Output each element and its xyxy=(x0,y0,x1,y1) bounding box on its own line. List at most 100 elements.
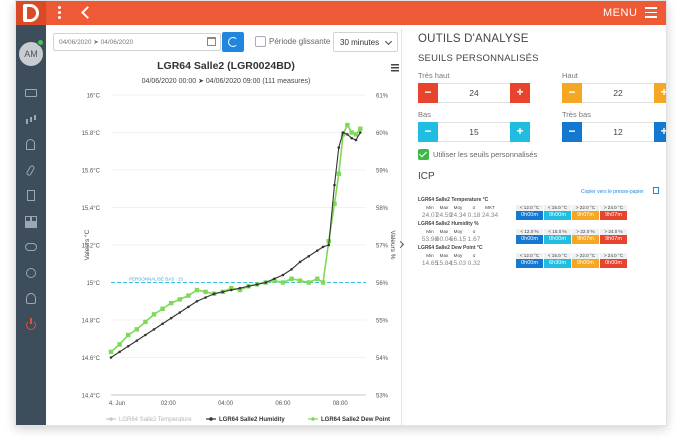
y-tick-label: 15.6°C xyxy=(82,169,101,175)
dew-point-marker xyxy=(280,280,286,285)
humidity-marker xyxy=(341,131,345,134)
humidity-marker xyxy=(212,292,216,296)
copy-to-clipboard-link[interactable]: Copier vers le presse-papier xyxy=(581,189,644,195)
refresh-button[interactable] xyxy=(222,32,244,52)
icp-band-header: < 12.0 °C xyxy=(516,253,543,259)
more-options-icon[interactable] xyxy=(56,5,62,21)
high-stepper: − 22 + xyxy=(562,83,666,103)
dew-point-marker xyxy=(332,201,337,206)
y-tick-label: 14.4°C xyxy=(82,394,101,400)
high-plus-button[interactable]: + xyxy=(654,83,666,103)
dew-point-marker xyxy=(151,312,157,317)
icp-band-duration: 0h00m xyxy=(572,259,599,268)
side-navigation: AM xyxy=(16,25,46,425)
humidity-marker xyxy=(327,243,331,247)
icp-stat-value: 60.04 xyxy=(435,236,453,243)
icp-stat-header: σ xyxy=(472,205,476,210)
monitor-icon[interactable] xyxy=(25,89,37,97)
dew-point-marker xyxy=(186,293,191,298)
sliding-period-checkbox[interactable] xyxy=(255,36,266,47)
dew-point-marker xyxy=(117,342,122,347)
humidity-marker xyxy=(161,322,164,326)
low-minus-button[interactable]: − xyxy=(418,122,438,142)
y2-tick-label: 54% xyxy=(376,356,389,362)
calendar-icon[interactable] xyxy=(207,37,216,46)
very-low-plus-button[interactable]: + xyxy=(654,122,666,142)
legend-marker xyxy=(209,417,213,421)
dew-point-marker xyxy=(125,332,131,338)
very-low-minus-button[interactable]: − xyxy=(562,122,582,142)
legend-entry[interactable]: LGR64 Salle2 Dew Point xyxy=(321,417,390,423)
icp-band-header: < 15.0 °C xyxy=(544,205,571,211)
humidity-marker xyxy=(230,288,233,292)
low-plus-button[interactable]: + xyxy=(510,122,530,142)
icp-stat-value: 15.03 xyxy=(449,260,467,267)
dew-point-marker xyxy=(177,297,182,302)
very-low-value[interactable]: 12 xyxy=(613,127,623,137)
very-high-label: Très haut xyxy=(418,71,450,80)
copy-icon[interactable] xyxy=(653,187,659,194)
cloud-icon[interactable] xyxy=(25,243,37,251)
icp-band-header: < 12.0 °C xyxy=(516,205,543,211)
icp-stat-header: Min xyxy=(426,229,434,234)
dew-point-marker xyxy=(160,306,165,311)
humidity-marker xyxy=(281,273,285,277)
interval-select[interactable]: 30 minutes xyxy=(333,32,398,52)
x-tick-label: 4. Jun xyxy=(109,401,125,407)
door-icon[interactable] xyxy=(27,190,35,201)
chevron-right-icon[interactable] xyxy=(398,241,406,249)
dew-point-marker xyxy=(168,300,174,306)
humidity-marker xyxy=(264,281,268,284)
high-value[interactable]: 22 xyxy=(613,88,623,98)
dew-point-marker xyxy=(336,171,341,176)
very-high-value[interactable]: 24 xyxy=(469,88,479,98)
dew-point-marker xyxy=(289,276,294,281)
icp-series-name: LGR64 Salle2 Dew Point °C xyxy=(418,245,483,251)
high-minus-button[interactable]: − xyxy=(562,83,582,103)
very-high-plus-button[interactable]: + xyxy=(510,83,530,103)
hamburger-icon[interactable] xyxy=(391,64,399,72)
dew-point-marker xyxy=(353,132,359,137)
dew-point-marker xyxy=(358,126,363,131)
avatar[interactable]: AM xyxy=(19,42,43,66)
bell-icon[interactable] xyxy=(26,139,35,150)
humidity-marker xyxy=(315,249,319,252)
date-range-input[interactable]: 04/06/2020 ➤ 04/06/2020 xyxy=(53,33,221,51)
legend-entry[interactable]: LGR64 Salle2 Humidity xyxy=(219,417,285,423)
grid-icon[interactable] xyxy=(25,216,37,227)
icp-stat-header: σ xyxy=(472,253,476,258)
sliding-period-label: Période glissante xyxy=(269,37,331,46)
very-low-label: Très bas xyxy=(562,110,591,119)
icp-band-header: > 22.0 °C xyxy=(572,253,599,259)
humidity-marker xyxy=(187,305,190,309)
dew-point-marker xyxy=(229,285,234,291)
x-tick-label: 02:00 xyxy=(161,401,177,407)
y2-tick-label: 53% xyxy=(376,394,389,400)
user-icon[interactable] xyxy=(26,293,36,304)
app-logo[interactable] xyxy=(16,1,46,25)
humidity-marker xyxy=(152,328,156,331)
chart-icon[interactable] xyxy=(25,113,37,124)
y-tick-label: 15.8°C xyxy=(82,131,101,137)
use-thresholds-checkbox[interactable] xyxy=(418,149,429,160)
icp-stat-header: Max xyxy=(439,205,449,210)
very-high-stepper: − 24 + xyxy=(418,83,530,103)
icp-band-duration: 9h07m xyxy=(572,235,599,244)
humidity-marker xyxy=(307,254,310,258)
hamburger-icon[interactable] xyxy=(645,7,657,18)
low-value[interactable]: 15 xyxy=(469,127,479,137)
very-high-minus-button[interactable]: − xyxy=(418,83,438,103)
legend-entry[interactable]: LGR64 Salle2 Temperature xyxy=(119,417,192,423)
humidity-line xyxy=(110,131,361,358)
power-icon[interactable] xyxy=(26,318,36,330)
icp-stat-header: Min xyxy=(426,253,434,258)
menu-label[interactable]: MENU xyxy=(603,7,638,19)
humidity-marker xyxy=(109,356,113,359)
share-icon[interactable] xyxy=(26,268,36,278)
icp-stat-value: 0.32 xyxy=(467,260,481,267)
icp-title: ICP xyxy=(418,171,435,182)
back-arrow-icon[interactable] xyxy=(78,5,94,21)
humidity-marker xyxy=(290,268,293,271)
paperclip-icon[interactable] xyxy=(25,164,36,177)
icp-stat-value: 24.34 xyxy=(449,212,467,219)
